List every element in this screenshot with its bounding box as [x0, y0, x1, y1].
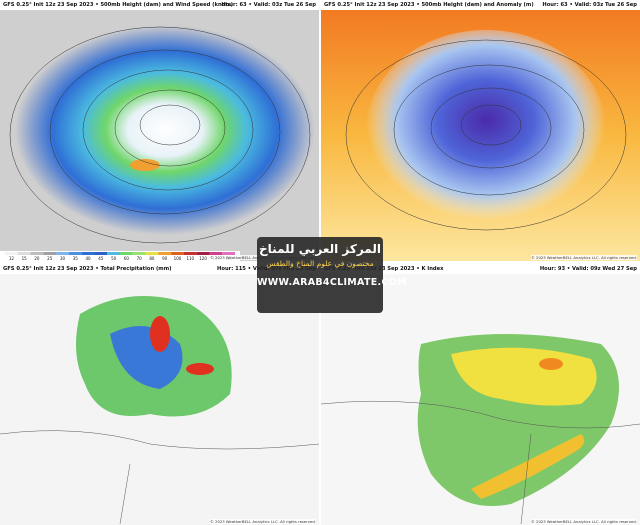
- colorbar-label: 20: [34, 256, 40, 261]
- colorbar-label: 50: [111, 256, 117, 261]
- panel-valid: Hour: 93 • Valid: 09z Wed 27 Sep: [539, 266, 637, 272]
- colorbar-label: 40: [86, 256, 92, 261]
- colorbar-swatch: [171, 252, 184, 255]
- colorbar-swatch: [158, 252, 172, 255]
- panel-header: GFS 0.25° Init 12z 23 Sep 2023 • 500mb H…: [321, 0, 640, 10]
- watermark-subtitle: مختصون في علوم المناخ والطقس: [266, 259, 374, 268]
- colorbar-label: 120: [199, 256, 207, 261]
- credit: © 2023 WeatherBELL Analytics LLC. All ri…: [531, 255, 637, 260]
- panel-title: GFS 0.25° Init 12z 23 Sep 2023 • Total P…: [3, 266, 172, 272]
- colorbar-swatch: [209, 252, 223, 255]
- coastline: [321, 400, 640, 525]
- colorbar-swatch: [30, 252, 44, 255]
- colorbar-label: 30: [60, 256, 66, 261]
- contours: [9, 26, 311, 244]
- colorbar-label: 25: [47, 256, 53, 261]
- precip-max: [186, 363, 214, 375]
- contours: [345, 39, 627, 231]
- wind-field: [15, 25, 315, 235]
- anomaly-map: [321, 10, 640, 261]
- colorbar-label: 15: [22, 256, 28, 261]
- colorbar-label: 45: [98, 256, 104, 261]
- watermark-title: المركز العربي للمناخ: [259, 242, 381, 256]
- precip-max: [150, 316, 170, 352]
- precip-map: [0, 274, 319, 525]
- credit: © 2023 WeatherBELL Analytics LLC. All ri…: [531, 519, 637, 524]
- panel-title: GFS 0.25° Init 12z 23 Sep 2023 • 500mb H…: [3, 2, 234, 8]
- watermark: المركز العربي للمناخ مختصون في علوم المن…: [257, 237, 407, 313]
- panel-title: GFS 0.25° Init 12z 23 Sep 2023 • 500mb H…: [324, 2, 534, 8]
- wind-max: [130, 159, 160, 171]
- colorbar-label: 80: [149, 256, 155, 261]
- colorbar-swatch: [145, 252, 159, 255]
- panel-valid: Hour: 63 • Valid: 03z Tue 26 Sep: [542, 2, 637, 8]
- colorbar-swatch: [68, 252, 82, 255]
- colorbar-label: 100: [174, 256, 182, 261]
- colorbar-swatch: [222, 252, 235, 255]
- colorbar-label: 12: [9, 256, 15, 261]
- colorbar-swatch: [56, 252, 69, 255]
- wind-map: 1215202530354045506070809010011012013514…: [0, 10, 319, 261]
- colorbar-area: [0, 251, 240, 261]
- panel-header: GFS 0.25° Init 12z 23 Sep 2023 • 500mb H…: [0, 0, 319, 10]
- kindex-area: [471, 434, 585, 499]
- colorbar-label: 110: [186, 256, 194, 261]
- colorbar-swatch: [43, 252, 57, 255]
- colorbar-label: 70: [137, 256, 143, 261]
- colorbar-label: 90: [162, 256, 168, 261]
- panel-header: GFS 0.25° Init 12z 23 Sep 2023 • K Index…: [321, 264, 640, 274]
- colorbar-swatch: [17, 252, 31, 255]
- wind-panel: GFS 0.25° Init 12z 23 Sep 2023 • 500mb H…: [0, 0, 319, 261]
- coastline: [0, 430, 319, 525]
- panel-title: GFS 0.25° Init 12z 23 Sep 2023 • K Index: [324, 266, 444, 272]
- colorbar-swatch: [5, 252, 18, 255]
- colorbar-label: 35: [73, 256, 79, 261]
- panel-valid: Hour: 63 • Valid: 03z Tue 26 Sep: [221, 2, 316, 8]
- watermark-url: WWW.ARAB4CLIMATE.COM: [257, 277, 407, 288]
- kindex-map: [321, 274, 640, 525]
- anomaly-field: [366, 30, 606, 230]
- colorbar-swatch: [120, 252, 133, 255]
- colorbar-swatch: [132, 252, 146, 255]
- credit: © 2023 WeatherBELL Analytics LLC. All ri…: [210, 519, 316, 524]
- anomaly-panel: GFS 0.25° Init 12z 23 Sep 2023 • 500mb H…: [321, 0, 640, 261]
- colorbar-swatch: [81, 252, 95, 255]
- colorbar-swatch: [183, 252, 197, 255]
- colorbar-swatch: [94, 252, 108, 255]
- colorbar-swatch: [107, 252, 120, 255]
- colorbar-swatch: [196, 252, 210, 255]
- kindex-max: [539, 358, 563, 370]
- colorbar-label: 60: [124, 256, 130, 261]
